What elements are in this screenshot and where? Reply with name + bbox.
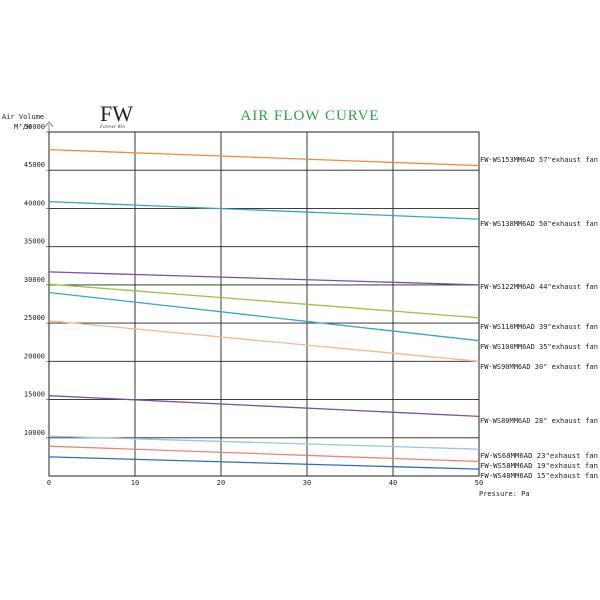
y-axis-unit: M³/H bbox=[14, 123, 31, 131]
y-axis-label: Air Volume bbox=[2, 113, 44, 121]
series-label: FW-WS58MM6AD 19"exhaust fan bbox=[480, 462, 598, 470]
series-line bbox=[48, 200, 480, 220]
series-line bbox=[48, 283, 480, 319]
tick-labels: 0 10 20 30 40 50 10000 15000 20000 25000 30000 3500… bbox=[24, 123, 483, 487]
series-label: FW-WS90MM6AD 30" exhaust fan bbox=[480, 363, 598, 371]
logo-tagline: Forever Win bbox=[99, 125, 125, 130]
plot-frame bbox=[48, 131, 480, 477]
series-label: FW-WS48MM6AD 15"exhaust fan bbox=[480, 472, 598, 480]
x-tick-label: 30 bbox=[303, 479, 311, 487]
series-label: FW-WS100MM6AD 35"exhaust fan bbox=[480, 343, 598, 351]
series-label: FW-WS68MM6AD 23"exhaust fan bbox=[480, 452, 598, 460]
series-line bbox=[48, 271, 480, 286]
x-tick-label: 50 bbox=[475, 479, 483, 487]
series-label: FW-WS138MM6AD 50"exhaust fan bbox=[480, 220, 598, 228]
y-tick-label: 30000 bbox=[24, 276, 45, 284]
y-tick-label: 50000 bbox=[24, 123, 45, 131]
y-tick-label: 40000 bbox=[24, 199, 45, 207]
series-line bbox=[48, 435, 480, 450]
series-lines bbox=[48, 148, 480, 470]
y-tick-label: 35000 bbox=[24, 238, 45, 246]
y-tick-label: 25000 bbox=[24, 314, 45, 322]
grid bbox=[46, 131, 480, 477]
y-axis-arrow bbox=[44, 121, 54, 132]
series-labels: FW-WS153MM6AD 57"exhaust fan FW-WS138MM6A… bbox=[480, 156, 598, 480]
series-label: FW-WS153MM6AD 57"exhaust fan bbox=[480, 156, 598, 164]
x-axis-label: Pressure: Pa bbox=[479, 490, 530, 498]
x-tick-label: 20 bbox=[217, 479, 225, 487]
series-line bbox=[48, 456, 480, 470]
series-line bbox=[48, 395, 480, 418]
series-line bbox=[48, 445, 480, 463]
series-line bbox=[48, 291, 480, 342]
y-tick-label: 45000 bbox=[24, 161, 45, 169]
series-label: FW-WS122MM6AD 44"exhaust fan bbox=[480, 283, 598, 291]
logo-letters: FW bbox=[100, 101, 133, 126]
x-tick-label: 10 bbox=[131, 479, 139, 487]
x-tick-label: 40 bbox=[389, 479, 397, 487]
y-tick-label: 15000 bbox=[24, 391, 45, 399]
series-label: FW-WS80MM6AD 28" exhaust fan bbox=[480, 417, 598, 425]
x-tick-label: 0 bbox=[47, 479, 51, 487]
y-tick-label: 10000 bbox=[24, 429, 45, 437]
y-tick-label: 20000 bbox=[24, 352, 45, 360]
series-line bbox=[48, 320, 480, 362]
series-line bbox=[48, 148, 480, 167]
chart-title: AIR FLOW CURVE bbox=[240, 108, 379, 124]
series-label: FW-WS110MM6AD 39"exhaust fan bbox=[480, 323, 598, 331]
logo: FW Forever Win bbox=[99, 101, 133, 130]
